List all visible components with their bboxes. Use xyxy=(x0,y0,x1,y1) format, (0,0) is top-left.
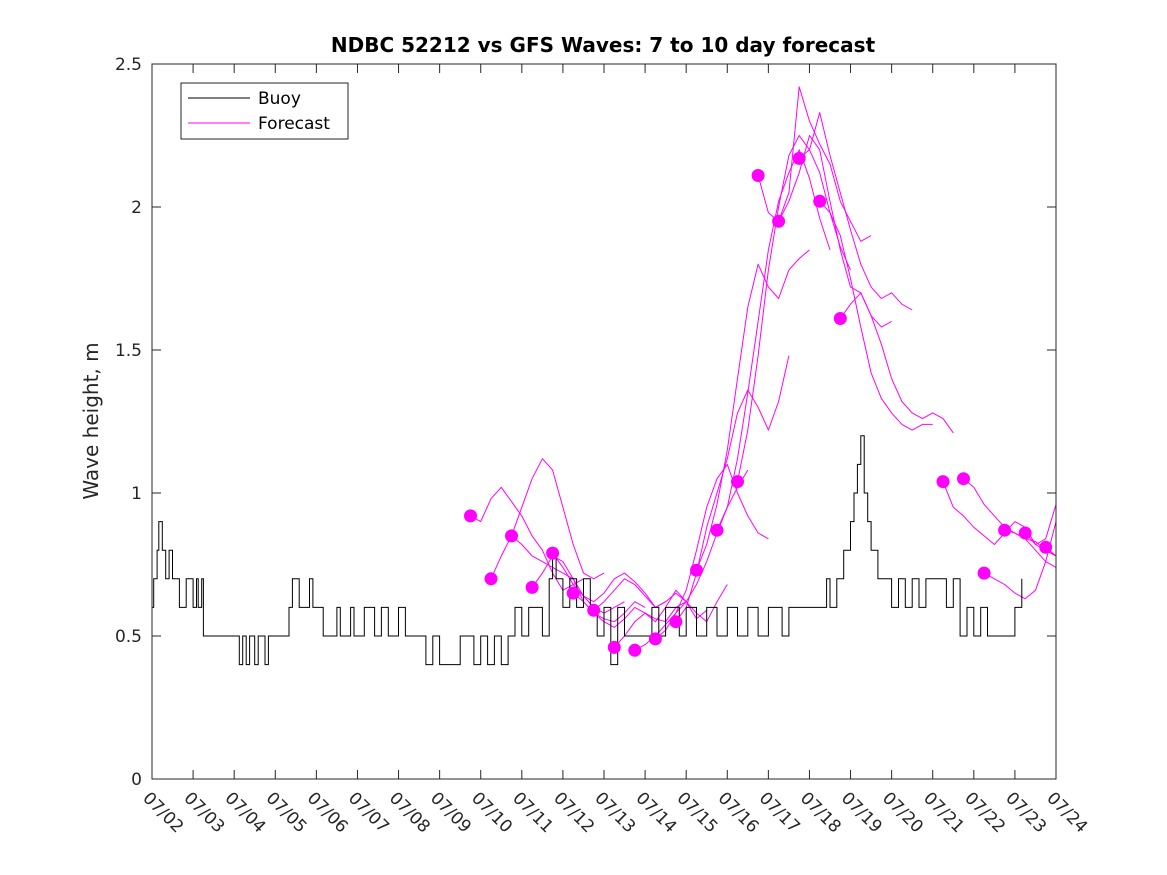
forecast-start-point xyxy=(792,151,806,165)
forecast-start-point xyxy=(690,563,703,577)
forecast-start-point xyxy=(628,643,642,657)
legend-label-forecast: Forecast xyxy=(258,114,330,134)
y-tick-label: 1 xyxy=(131,484,142,504)
forecast-start-point xyxy=(505,529,518,543)
forecast-start-point xyxy=(998,523,1012,537)
forecast-line xyxy=(593,578,708,620)
forecast-start-point xyxy=(731,475,744,489)
buoy-layer xyxy=(152,435,1023,666)
forecast-start-point xyxy=(1018,526,1032,540)
forecast-line xyxy=(613,584,728,648)
legend: Buoy Forecast xyxy=(180,82,349,140)
forecast-start-point xyxy=(977,566,991,580)
forecast-line xyxy=(552,552,666,608)
forecast-start-point xyxy=(566,586,580,600)
y-tick-label: 2 xyxy=(131,198,142,218)
forecast-line xyxy=(942,481,1056,557)
legend-box xyxy=(180,82,349,140)
forecast-line xyxy=(675,355,790,622)
legend-label-buoy: Buoy xyxy=(258,89,301,109)
forecast-line xyxy=(983,519,1056,600)
forecast-start-point xyxy=(464,509,477,523)
forecast-line xyxy=(716,149,831,531)
forecast-start-point xyxy=(751,169,765,182)
buoy-line xyxy=(152,435,1023,666)
forecast-line xyxy=(1024,503,1056,545)
forecast-line xyxy=(798,112,913,311)
y-tick-label: 0 xyxy=(131,770,142,790)
forecast-start-point xyxy=(957,472,970,486)
forecast-start-point xyxy=(669,615,683,629)
forecast-start-point xyxy=(936,475,950,489)
forecast-line xyxy=(1045,546,1056,557)
forecast-start-point xyxy=(772,214,786,228)
forecast-line xyxy=(839,292,954,434)
forecast-start-point xyxy=(546,546,560,560)
forecast-line xyxy=(819,200,933,431)
y-axis-ticks: 0 0.5 1 1.5 2 2.5 xyxy=(115,55,1056,790)
forecast-start-markers xyxy=(464,151,1053,657)
y-axis-label: Wave height, m xyxy=(79,342,103,499)
forecast-start-point xyxy=(648,632,662,646)
plot-background xyxy=(152,64,1056,779)
forecast-start-point xyxy=(833,312,847,325)
y-tick-label: 1.5 xyxy=(115,341,142,361)
forecast-start-point xyxy=(525,580,539,594)
plot-area: 07/0207/0307/0407/0507/0607/0707/0807/09… xyxy=(115,55,1091,837)
chart-title: NDBC 52212 vs GFS Waves: 7 to 10 day for… xyxy=(331,33,876,57)
forecast-start-point xyxy=(484,572,498,586)
forecast-line xyxy=(737,135,851,482)
y-tick-label: 2.5 xyxy=(115,55,142,75)
forecast-line xyxy=(470,486,584,591)
forecast-start-point xyxy=(813,194,827,208)
forecast-start-point xyxy=(607,640,621,654)
forecast-start-point xyxy=(587,603,601,617)
forecast-start-point xyxy=(1039,540,1053,554)
y-tick-label: 0.5 xyxy=(115,627,142,647)
forecast-line xyxy=(696,249,810,571)
forecast-line xyxy=(778,135,892,328)
forecast-start-point xyxy=(710,523,724,537)
